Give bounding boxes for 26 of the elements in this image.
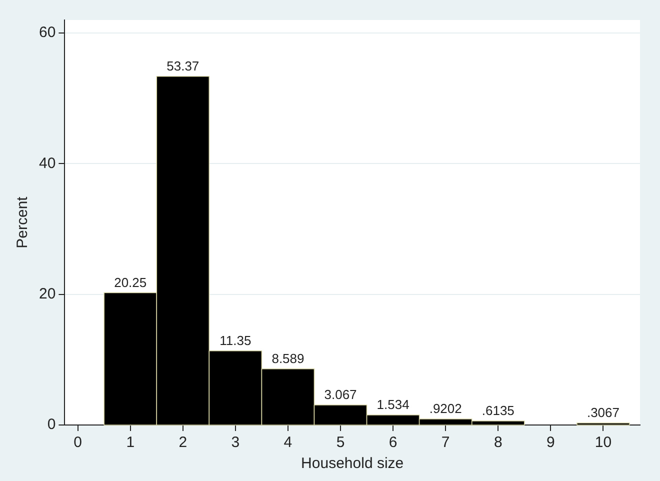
x-tick-label: 5 <box>336 434 345 452</box>
y-axis-title: Percent <box>14 196 32 248</box>
data-label: .9202 <box>429 401 462 416</box>
data-label: .3067 <box>586 405 620 420</box>
y-tick-label: 60 <box>38 24 56 42</box>
data-label: 20.25 <box>114 274 147 290</box>
data-label: 3.067 <box>324 387 357 402</box>
data-label: 8.589 <box>272 350 304 366</box>
data-label: .6135 <box>482 403 514 418</box>
y-tick-label: 0 <box>47 416 56 434</box>
x-tick-label: 7 <box>441 434 450 452</box>
x-tick-label: 10 <box>594 434 612 452</box>
x-tick-label: 2 <box>178 434 188 452</box>
y-tick-label: 40 <box>38 154 56 172</box>
x-tick-label: 6 <box>388 434 398 452</box>
data-label: 1.534 <box>376 397 410 412</box>
y-tick-label: 20 <box>38 285 56 302</box>
x-tick-label: 1 <box>126 434 135 452</box>
x-axis-title: Household size <box>301 455 404 472</box>
x-tick-label: 8 <box>494 434 502 452</box>
x-tick-label: 4 <box>284 434 292 452</box>
x-tick-label: 3 <box>231 434 240 452</box>
data-label: 53.37 <box>166 58 200 74</box>
x-tick-label: 0 <box>74 434 82 452</box>
data-label: 11.35 <box>220 332 252 348</box>
x-tick-label: 9 <box>546 434 555 452</box>
